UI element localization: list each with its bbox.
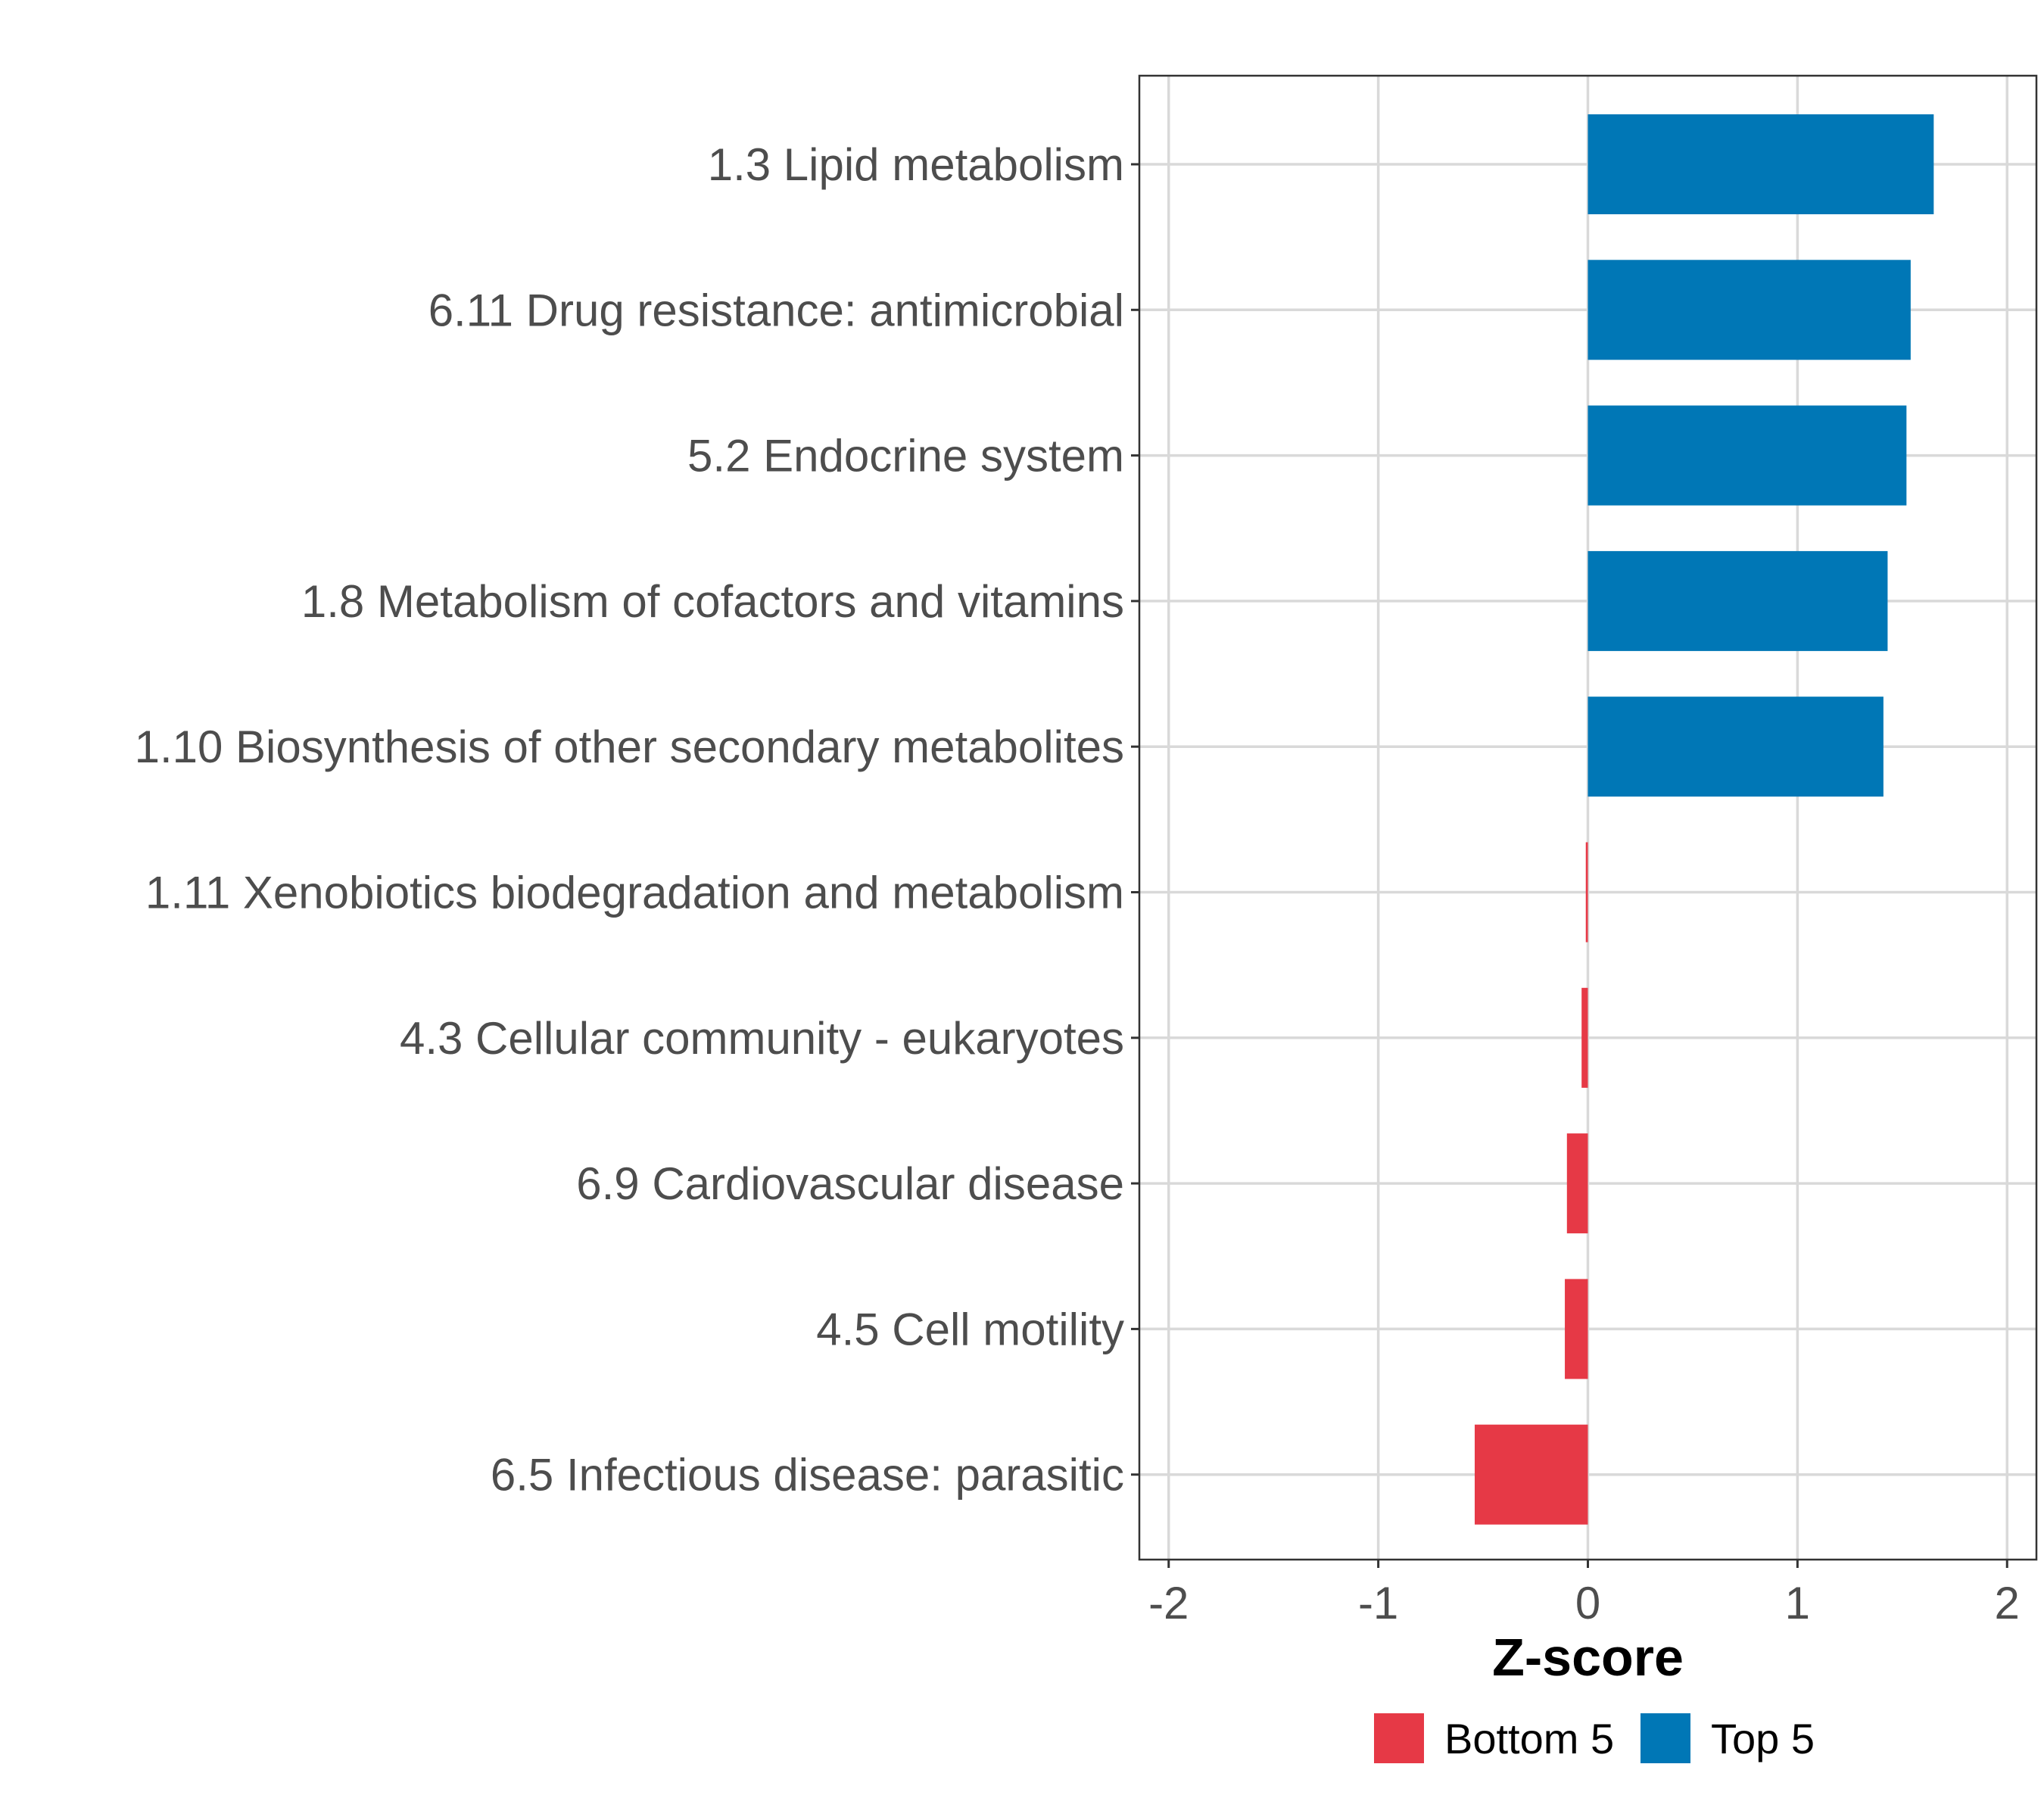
y-tick-label: 1.3 Lipid metabolism: [708, 139, 1124, 190]
bars: [1474, 114, 1934, 1525]
bar: [1588, 405, 1907, 506]
x-axis: -2 -1 0 1 2: [1148, 1560, 2020, 1628]
y-axis: 1.3 Lipid metabolism 6.11 Drug resistance…: [135, 139, 1139, 1501]
legend-key: [1374, 1713, 1424, 1763]
bar: [1588, 697, 1884, 797]
y-tick-label: 6.9 Cardiovascular disease: [576, 1158, 1124, 1209]
x-tick-label: -1: [1358, 1578, 1398, 1628]
legend-key: [1640, 1713, 1690, 1763]
bar: [1588, 114, 1934, 214]
x-tick-label: 1: [1785, 1578, 1810, 1628]
y-tick-label: 5.2 Endocrine system: [687, 431, 1124, 482]
y-tick-label: 6.11 Drug resistance: antimicrobial: [428, 285, 1124, 335]
legend-label: Bottom 5: [1444, 1715, 1614, 1762]
y-tick-label: 1.8 Metabolism of cofactors and vitamins: [301, 576, 1124, 627]
bar: [1588, 550, 1888, 651]
y-tick-label: 4.5 Cell motility: [816, 1304, 1124, 1354]
y-tick-label: 1.10 Biosynthesis of other secondary met…: [135, 722, 1124, 772]
legend: Bottom 5 Top 5: [1374, 1713, 1815, 1763]
x-tick-label: -2: [1148, 1578, 1189, 1628]
legend-label: Top 5: [1711, 1715, 1815, 1762]
y-tick-label: 6.5 Infectious disease: parasitic: [491, 1450, 1124, 1501]
y-tick-label: 1.11 Xenobiotics biodegradation and meta…: [145, 868, 1124, 918]
x-axis-title: Z-score: [1492, 1628, 1684, 1687]
bar: [1585, 842, 1588, 943]
bar: [1565, 1279, 1588, 1379]
x-tick-label: 2: [1995, 1578, 2020, 1628]
bar: [1588, 260, 1911, 360]
bar: [1474, 1424, 1588, 1525]
bar: [1581, 987, 1588, 1088]
x-tick-label: 0: [1575, 1578, 1600, 1628]
y-tick-label: 4.3 Cellular community - eukaryotes: [400, 1013, 1124, 1064]
bar: [1566, 1133, 1588, 1234]
